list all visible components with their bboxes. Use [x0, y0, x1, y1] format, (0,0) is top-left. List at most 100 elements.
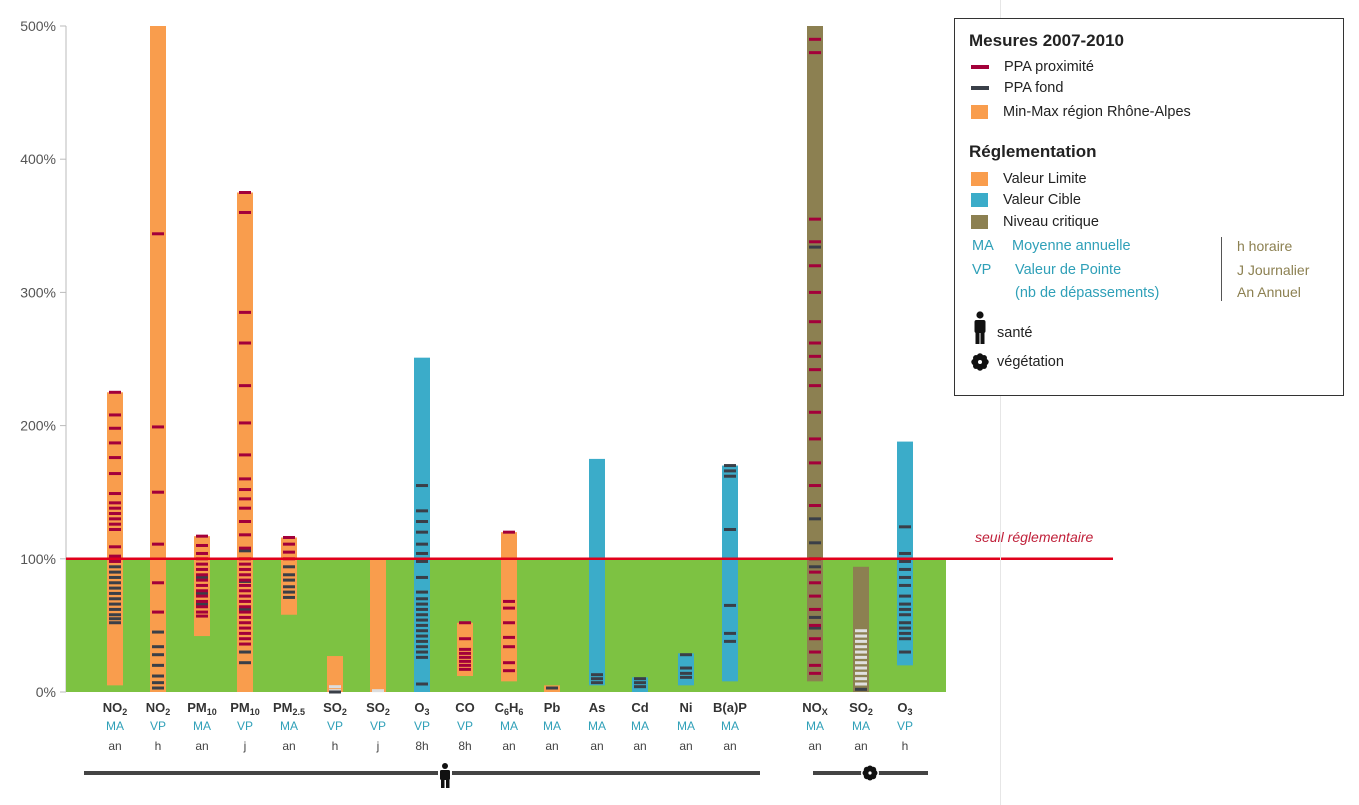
pollutant-name: CO: [455, 700, 475, 715]
period-horaire: h horaire: [1237, 238, 1293, 254]
pollutant-label: PM2.5: [273, 700, 305, 717]
period-label: 8h: [415, 739, 428, 753]
measure-tick-fond: [109, 581, 121, 585]
stat-label: MA: [677, 719, 695, 733]
measure-tick-fond: [809, 245, 821, 249]
measure-tick-proximite: [239, 599, 251, 603]
measure-tick-other: [855, 650, 867, 654]
valeur-cible-swatch: [971, 193, 988, 207]
pollutant-name: PM: [187, 700, 207, 715]
measure-tick-proximite: [809, 320, 821, 324]
pollutant-subscript: 2: [868, 707, 873, 717]
y-tick-label: 400%: [20, 151, 56, 167]
pollutant-subscript: 2: [385, 707, 390, 717]
measure-tick-proximite: [239, 384, 251, 388]
stat-label: VP: [150, 719, 166, 733]
measure-tick-fond: [283, 595, 295, 599]
measure-tick-proximite: [239, 421, 251, 425]
period-label: h: [332, 739, 339, 753]
pollutant-name: SO: [323, 700, 342, 715]
person-icon: [440, 770, 450, 780]
pollutant-label: NO2: [103, 700, 128, 717]
stat-vp-label: Valeur de Pointe: [1015, 262, 1122, 278]
measure-tick-proximite: [459, 667, 471, 671]
measure-tick-fond: [899, 567, 911, 571]
measure-tick-fond: [809, 541, 821, 545]
measure-tick-proximite: [109, 517, 121, 521]
pollutant-label: Ni: [680, 700, 693, 715]
pollutant-name: NO: [802, 700, 822, 715]
measure-tick-proximite: [239, 488, 251, 492]
measure-tick-proximite: [196, 589, 208, 593]
measure-tick-fond: [152, 674, 164, 678]
stat-label: VP: [414, 719, 430, 733]
measure-tick-proximite: [152, 232, 164, 236]
measure-tick-fond: [680, 671, 692, 675]
measure-tick-fond: [855, 687, 867, 691]
measure-tick-proximite: [239, 573, 251, 577]
measure-tick-fond: [239, 650, 251, 654]
pollutant-name: O: [414, 700, 424, 715]
measure-tick-proximite: [239, 621, 251, 625]
pollutant-subscript: 6: [504, 707, 509, 717]
stat-label: MA: [806, 719, 824, 733]
measure-tick-fond: [196, 575, 208, 579]
bar-group: [589, 458, 605, 686]
pollutant-label: CO: [455, 700, 475, 715]
measure-tick-fond: [591, 681, 603, 685]
measure-tick-fond: [899, 551, 911, 555]
measure-tick-fond: [680, 653, 692, 657]
pollutant-name: C: [495, 700, 505, 715]
measure-tick-fond: [109, 607, 121, 611]
stat-label: MA: [588, 719, 606, 733]
measure-tick-fond: [109, 575, 121, 579]
measure-tick-proximite: [809, 437, 821, 441]
bar-group: [897, 441, 913, 666]
measure-tick-fond: [724, 464, 736, 468]
stat-label: MA: [193, 719, 211, 733]
bar-group: [370, 558, 386, 693]
pollutant-subscript: 6: [518, 707, 523, 717]
measure-tick-proximite: [459, 621, 471, 625]
pollutant-label: B(a)P: [713, 700, 747, 715]
measure-tick-proximite: [809, 570, 821, 574]
period-journalier: J Journalier: [1237, 262, 1310, 278]
measure-tick-fond: [239, 661, 251, 665]
measure-tick-fond: [680, 675, 692, 679]
range-bar: [370, 558, 386, 692]
measure-tick-fond: [109, 586, 121, 590]
legend-item-valeur-limite: Valeur Limite: [971, 171, 1087, 187]
legend-label: Valeur Limite: [1003, 171, 1087, 187]
measure-tick-fond: [152, 663, 164, 667]
measure-tick-proximite: [459, 637, 471, 641]
measure-tick-proximite: [503, 661, 515, 665]
measure-tick-fond: [416, 520, 428, 524]
period-label: j: [376, 739, 380, 753]
pollutant-label: SO2: [366, 700, 390, 717]
measure-tick-proximite: [809, 637, 821, 641]
measure-tick-other: [855, 629, 867, 633]
proximite-swatch: [971, 65, 989, 69]
measure-tick-fond: [899, 594, 911, 598]
legend-label: Valeur Cible: [1003, 192, 1081, 208]
measure-tick-fond: [196, 591, 208, 595]
pollutant-label: SO2: [323, 700, 347, 717]
measure-tick-fond: [634, 681, 646, 685]
measure-tick-proximite: [196, 610, 208, 614]
y-tick-label: 200%: [20, 418, 56, 434]
measure-tick-proximite: [283, 535, 295, 539]
measure-tick-proximite: [152, 490, 164, 494]
pollutant-subscript: 2: [165, 707, 170, 717]
measure-tick-fond: [416, 639, 428, 643]
measure-tick-fond: [283, 590, 295, 594]
legend-label: santé: [997, 325, 1033, 341]
measure-tick-proximite: [196, 543, 208, 547]
pollutant-label: SO2: [849, 700, 873, 717]
measure-tick-proximite: [239, 631, 251, 635]
legend-label: Min-Max région Rhône-Alpes: [1003, 104, 1191, 120]
pollutant-label: NOX: [802, 700, 828, 717]
measure-tick-proximite: [809, 461, 821, 465]
bar-group: [807, 26, 823, 682]
measure-tick-fond: [109, 597, 121, 601]
legend-item-proximite: PPA proximité: [971, 59, 1094, 75]
